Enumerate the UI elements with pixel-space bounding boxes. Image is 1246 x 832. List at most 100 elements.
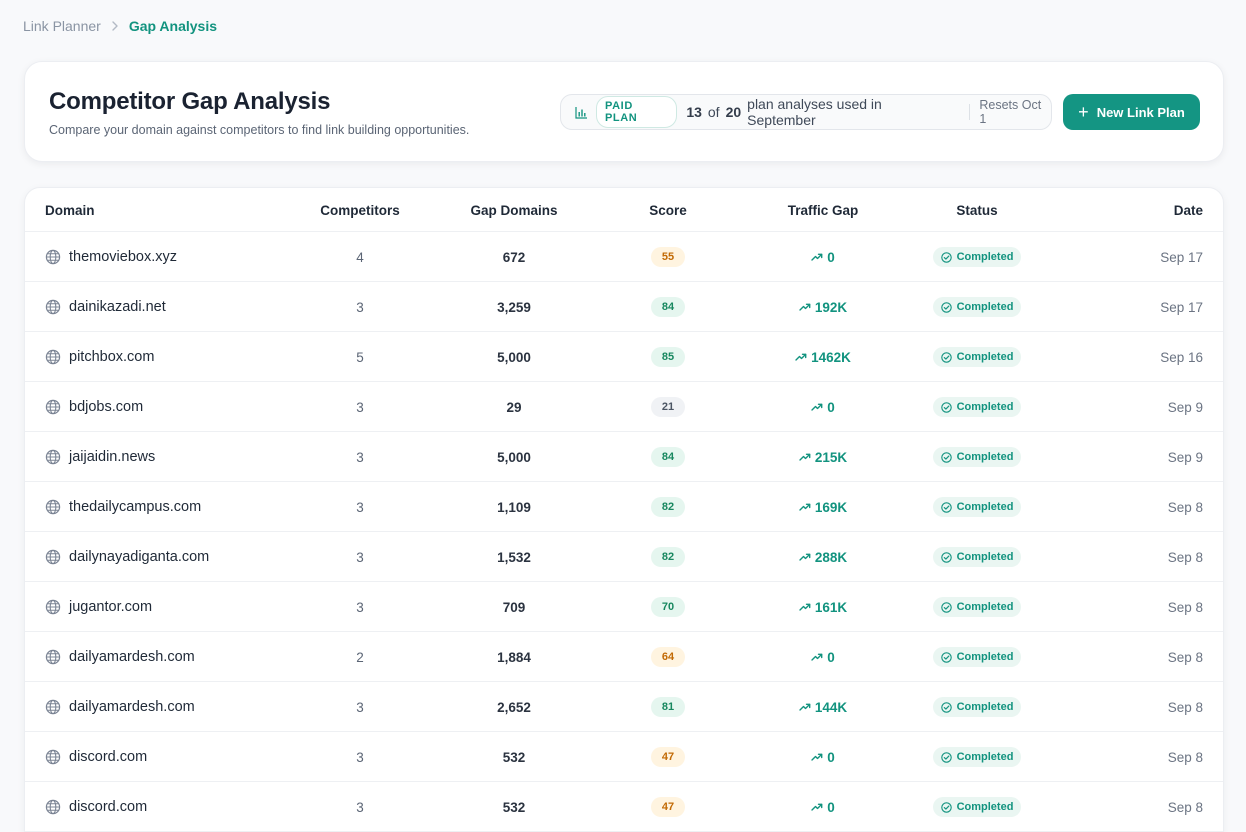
score-badge: 82 [651,497,685,517]
gap-domains-count: 2,652 [497,699,531,715]
check-circle-icon [940,401,952,413]
table-row[interactable]: discord.com 3 532 47 0 [25,782,1223,832]
table-row[interactable]: dailynayadiganta.com 3 1,532 82 288K [25,532,1223,582]
traffic-gap-value: 0 [827,399,835,415]
check-circle-icon [940,551,952,563]
status-cell: Completed [927,682,1027,732]
domain-name[interactable]: dainikazadi.net [69,299,166,315]
globe-icon [45,499,61,515]
table-row[interactable]: dailyamardesh.com 2 1,884 64 0 [25,632,1223,682]
traffic-gap-cell: 215K [773,432,873,482]
table-row[interactable]: pitchbox.com 5 5,000 85 1462K [25,332,1223,382]
competitors-count: 3 [356,549,364,565]
competitors-count: 2 [356,649,364,665]
trending-up-icon [811,251,823,263]
score-badge: 82 [651,547,685,567]
domain-cell: pitchbox.com [45,332,154,382]
domain-name[interactable]: jugantor.com [69,599,153,615]
table-row[interactable]: dailyamardesh.com 3 2,652 81 144K [25,682,1223,732]
traffic-gap-value: 144K [814,699,848,715]
domain-name[interactable]: thedailycampus.com [69,499,202,515]
check-circle-icon [940,251,952,263]
check-circle-icon [940,751,952,763]
domain-name[interactable]: themoviebox.xyz [69,249,177,265]
plan-usage-pill: PAID PLAN 13 of 20 plan analyses used in… [560,94,1052,130]
new-link-plan-button[interactable]: + New Link Plan [1063,94,1200,130]
check-circle-icon [940,801,952,813]
check-circle-icon [940,701,952,713]
globe-icon [45,349,61,365]
table-row[interactable]: jaijaidin.news 3 5,000 84 215K [25,432,1223,482]
domain-name[interactable]: dailynayadiganta.com [69,549,210,565]
domain-cell: jugantor.com [45,582,152,632]
column-header-gap-domains[interactable]: Gap Domains [470,203,558,218]
globe-icon [45,399,61,415]
score-cell: 81 [618,682,718,732]
column-header-traffic-gap[interactable]: Traffic Gap [787,203,859,218]
trending-up-icon [811,751,823,763]
domain-name[interactable]: pitchbox.com [69,349,155,365]
date-cell: Sep 8 [1167,699,1203,715]
column-header-score[interactable]: Score [649,203,687,218]
score-badge: 70 [651,597,685,617]
column-header-date[interactable]: Date [1173,203,1203,218]
score-cell: 84 [618,432,718,482]
status-cell: Completed [927,732,1027,782]
domain-name[interactable]: dailyamardesh.com [69,649,195,665]
date-cell: Sep 8 [1167,549,1203,565]
table-row[interactable]: thedailycampus.com 3 1,109 82 169K [25,482,1223,532]
status-label: Completed [956,801,1014,813]
competitors-count: 3 [356,749,364,765]
domain-name[interactable]: jaijaidin.news [69,449,156,465]
traffic-gap-cell: 0 [773,232,873,282]
traffic-gap-cell: 1462K [773,332,873,382]
traffic-gap-cell: 288K [773,532,873,582]
trending-up-icon [799,601,811,613]
trending-up-icon [799,701,811,713]
domain-cell: dailyamardesh.com [45,682,195,732]
competitors-count: 3 [356,599,364,615]
trending-up-icon [799,301,811,313]
column-header-competitors[interactable]: Competitors [320,203,400,218]
domain-cell: dainikazadi.net [45,282,166,332]
status-cell: Completed [927,432,1027,482]
competitors-count: 3 [356,449,364,465]
status-label: Completed [956,251,1014,263]
status-badge: Completed [932,447,1022,467]
competitors-count: 3 [356,499,364,515]
plan-used-count: 13 [686,104,702,120]
score-cell: 82 [618,532,718,582]
domain-name[interactable]: discord.com [69,799,148,815]
status-cell: Completed [927,632,1027,682]
gap-domains-count: 1,109 [497,499,531,515]
column-header-domain[interactable]: Domain [45,203,95,218]
gap-domains-count: 3,259 [497,299,531,315]
domain-name[interactable]: dailyamardesh.com [69,699,195,715]
score-badge: 81 [651,697,685,717]
plan-limit-count: 20 [725,104,742,120]
status-badge: Completed [932,547,1022,567]
table-row[interactable]: themoviebox.xyz 4 672 55 0 [25,232,1223,282]
status-cell: Completed [927,282,1027,332]
gap-domains-count: 532 [502,799,526,815]
table-body: themoviebox.xyz 4 672 55 0 [25,232,1223,832]
gap-analysis-table: Domain Competitors Gap Domains Score Tra… [24,187,1224,832]
domain-name[interactable]: bdjobs.com [69,399,144,415]
traffic-gap-cell: 0 [773,782,873,832]
traffic-gap-value: 215K [814,449,848,465]
table-row[interactable]: discord.com 3 532 47 0 [25,732,1223,782]
domain-name[interactable]: discord.com [69,749,148,765]
table-row[interactable]: bdjobs.com 3 29 21 0 [25,382,1223,432]
traffic-gap-value: 0 [827,649,835,665]
table-row[interactable]: jugantor.com 3 709 70 161K [25,582,1223,632]
gap-domains-count: 1,884 [497,649,531,665]
score-badge: 84 [651,447,685,467]
status-cell: Completed [927,482,1027,532]
globe-icon [45,299,61,315]
check-circle-icon [940,601,952,613]
breadcrumb-link-planner[interactable]: Link Planner [23,18,101,34]
column-header-status[interactable]: Status [956,203,998,218]
traffic-gap-cell: 0 [773,732,873,782]
table-row[interactable]: dainikazadi.net 3 3,259 84 192K [25,282,1223,332]
score-badge: 64 [651,647,685,667]
